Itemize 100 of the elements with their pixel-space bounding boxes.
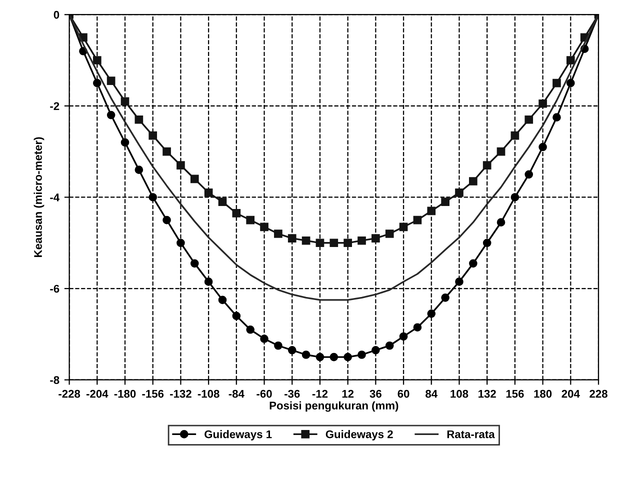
point	[510, 131, 520, 140]
point	[288, 234, 296, 242]
point	[413, 323, 422, 332]
x-tick-label: -228	[58, 390, 80, 398]
point	[399, 332, 408, 341]
point	[524, 170, 534, 179]
point	[468, 177, 478, 186]
y-tick-label: -6	[50, 284, 60, 293]
point	[399, 222, 408, 232]
point	[148, 131, 158, 140]
point	[344, 238, 352, 248]
point	[92, 78, 102, 88]
point	[524, 115, 534, 124]
point	[358, 350, 366, 359]
point	[92, 56, 102, 64]
point	[190, 174, 199, 184]
point	[176, 238, 185, 248]
legend-label: Guideways 2	[326, 430, 393, 440]
point	[218, 296, 227, 304]
point	[552, 113, 561, 122]
x-tick-label: 204	[562, 390, 580, 398]
point	[232, 209, 241, 218]
point	[385, 341, 394, 350]
point	[106, 76, 116, 85]
point	[441, 198, 450, 206]
legend-label: Guideways 1	[204, 430, 272, 440]
y-tick-label: -8	[50, 376, 60, 384]
point	[176, 161, 185, 170]
y-tick-label: -4	[50, 194, 60, 202]
point	[344, 352, 352, 362]
point	[441, 294, 450, 302]
y-tick-label: -2	[50, 102, 60, 110]
x-tick-label: 36	[370, 390, 382, 398]
x-tick-label: -108	[198, 390, 220, 398]
point	[538, 99, 547, 108]
x-tick-label: 108	[450, 390, 468, 398]
point	[468, 259, 478, 268]
point	[510, 193, 520, 202]
point	[162, 147, 171, 156]
x-tick-label: 60	[398, 390, 410, 398]
x-tick-label: -180	[114, 390, 136, 398]
point	[302, 350, 310, 359]
x-tick-label: -12	[312, 390, 328, 398]
x-tick-label: 156	[506, 390, 524, 398]
x-tick-label: 228	[590, 390, 608, 398]
point	[260, 334, 268, 343]
point	[302, 236, 310, 245]
point	[316, 352, 324, 362]
point	[120, 97, 130, 106]
point	[330, 238, 338, 248]
legend-label: Rata-rata	[447, 430, 495, 438]
x-tick-label: -36	[284, 390, 300, 398]
x-tick-label: -204	[86, 390, 108, 398]
point	[552, 78, 561, 88]
point	[218, 198, 227, 206]
x-tick-label: -132	[170, 390, 192, 398]
point	[496, 147, 506, 156]
y-tick-label: 0	[54, 10, 60, 19]
x-tick-label: -60	[256, 390, 272, 398]
x-tick-label: 132	[478, 390, 496, 398]
point	[134, 115, 144, 124]
x-tick-label: 84	[426, 390, 438, 398]
point	[566, 78, 575, 88]
point	[246, 216, 255, 224]
x-tick-label: 180	[534, 390, 552, 398]
x-tick-label: 12	[342, 390, 354, 398]
point	[455, 278, 464, 286]
point	[482, 238, 492, 248]
point	[413, 216, 422, 224]
point	[372, 346, 380, 354]
point	[246, 325, 255, 334]
point	[120, 138, 130, 147]
point	[427, 206, 436, 216]
point	[385, 230, 394, 238]
point	[427, 309, 436, 318]
point	[190, 259, 199, 268]
x-axis-title: Posisi pengukuran (mm)	[270, 401, 398, 412]
point	[288, 346, 296, 354]
point	[455, 188, 464, 197]
point	[260, 222, 268, 232]
point	[372, 234, 380, 242]
x-tick-label: -84	[228, 390, 244, 398]
point	[148, 193, 158, 202]
y-axis-title: Keausan (micro-meter)	[34, 137, 44, 257]
point	[134, 166, 144, 174]
point	[482, 161, 492, 170]
point	[316, 238, 324, 248]
point	[106, 110, 116, 120]
point	[358, 236, 366, 245]
point	[162, 216, 171, 224]
x-tick-label: -156	[142, 390, 164, 398]
point	[566, 56, 575, 64]
point	[204, 278, 213, 286]
point	[538, 142, 547, 152]
point	[330, 352, 338, 362]
point	[274, 230, 282, 238]
point	[496, 218, 506, 227]
point	[204, 188, 213, 197]
point	[274, 341, 282, 350]
point	[232, 312, 241, 320]
